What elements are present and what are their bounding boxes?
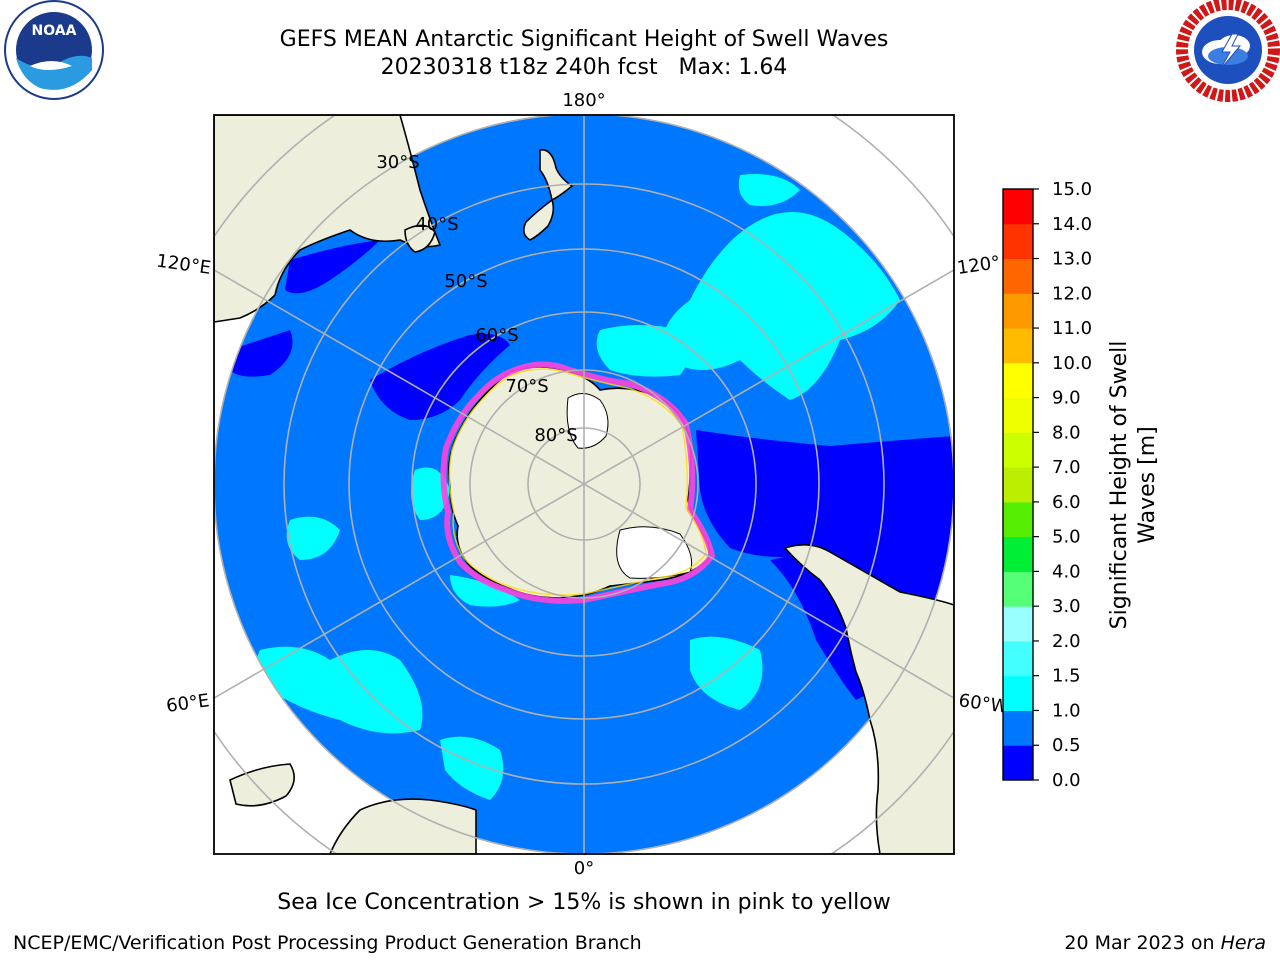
lat-label-70s: 70°S bbox=[505, 376, 548, 397]
colorbar-bin-9.0-10.0 bbox=[1003, 362, 1033, 399]
swell-band-low-australia bbox=[230, 330, 293, 377]
colorbar-tick-label: 14.0 bbox=[1052, 214, 1092, 235]
swell-patch-weddell bbox=[450, 575, 520, 607]
colorbar-bin-3.0-4.0 bbox=[1003, 571, 1033, 607]
colorbar-label-line-2: Waves [m] bbox=[1135, 426, 1160, 543]
colorbar-tick-label: 4.0 bbox=[1052, 561, 1081, 582]
swell-band-low-south-america bbox=[770, 556, 876, 700]
colorbar-bin-6.0-7.0 bbox=[1003, 467, 1033, 503]
colorbar-tick-label: 5.0 bbox=[1052, 527, 1081, 548]
lon-label-lower-right: 60°W bbox=[957, 690, 1009, 718]
swell-patch-pacific-north bbox=[738, 174, 800, 206]
colorbar-bin-11.0-12.0 bbox=[1003, 293, 1033, 329]
host-name: Hera bbox=[1220, 932, 1266, 954]
colorbar-tick-label: 13.0 bbox=[1052, 249, 1092, 270]
sea-ice-note: Sea Ice Concentration > 15% is shown in … bbox=[277, 890, 891, 915]
colorbar-tick-label: 11.0 bbox=[1052, 318, 1092, 339]
colorbar-bin-10.0-11.0 bbox=[1003, 328, 1033, 364]
colorbar-label-line-1: Significant Height of Swell bbox=[1107, 341, 1132, 630]
map-title: GEFS MEAN Antarctic Significant Height o… bbox=[184, 26, 984, 82]
colorbar-bin-7.0-8.0 bbox=[1003, 432, 1033, 468]
colorbar-tick-label: 0.5 bbox=[1052, 735, 1081, 756]
colorbar-tick-label: 2.0 bbox=[1052, 631, 1081, 652]
land-new-zealand-south bbox=[522, 198, 555, 241]
swell-patch-pacific bbox=[663, 212, 900, 400]
colorbar-tick-label: 12.0 bbox=[1052, 283, 1092, 304]
colorbar-bin-1.5-2.0 bbox=[1003, 640, 1033, 677]
colorbar-tick-label: 6.0 bbox=[1052, 492, 1081, 513]
land-africa bbox=[329, 798, 477, 854]
colorbar-bin-0.0-0.5 bbox=[1003, 745, 1033, 781]
colorbar-bin-0.5-1.0 bbox=[1003, 710, 1033, 746]
map-frame bbox=[213, 114, 955, 855]
lat-label-60s: 60°S bbox=[475, 325, 518, 346]
lat-label-30s: 30°S bbox=[376, 152, 419, 173]
colorbar-tick-label: 8.0 bbox=[1052, 422, 1081, 443]
colorbar-bin-8.0-9.0 bbox=[1003, 397, 1033, 433]
colorbar-tick-label: 1.5 bbox=[1052, 666, 1081, 687]
colorbar-bin-4.0-5.0 bbox=[1003, 536, 1033, 572]
colorbar-tick-label: 1.0 bbox=[1052, 700, 1081, 721]
title-line-2: 20230318 t18z 240h fcst Max: 1.64 bbox=[380, 55, 788, 80]
colorbar-tick-label: 0.0 bbox=[1052, 770, 1081, 791]
lon-label-upper-right: 120° bbox=[956, 252, 1002, 279]
colorbar-tick-label: 7.0 bbox=[1052, 457, 1081, 478]
lon-label-bottom: 0° bbox=[574, 858, 594, 879]
swell-patch-ross bbox=[596, 325, 690, 377]
colorbar-tick-label: 3.0 bbox=[1052, 596, 1081, 617]
swell-patch-south-atlantic bbox=[440, 736, 504, 800]
lon-label-lower-left: 60°E bbox=[165, 690, 211, 717]
lat-label-80s: 80°S bbox=[534, 425, 577, 446]
swell-patch-atlantic bbox=[256, 646, 423, 734]
graticule bbox=[214, 115, 954, 854]
ice-shelf-ronne bbox=[616, 526, 693, 579]
colorbar-axis-label: Significant Height of Swell Waves [m] bbox=[1107, 341, 1160, 630]
colorbar-bin-1.0-1.5 bbox=[1003, 675, 1033, 711]
colorbar-ticks: 15.0 14.0 13.0 12.0 11.0 10.0 9.0 8.0 7.0 6.0 5.0 4… bbox=[1033, 179, 1092, 791]
swell-band-low-indian bbox=[370, 333, 510, 420]
date-stamp: 20 Mar 2023 on Hera bbox=[1064, 932, 1266, 954]
noaa-logo-text: NOAA bbox=[32, 23, 77, 39]
lon-label-upper-left: 120°E bbox=[155, 251, 212, 279]
colorbar-bin-2.0-3.0 bbox=[1003, 606, 1033, 642]
swell-band-low-east bbox=[696, 430, 954, 605]
meridian-60e-120w bbox=[214, 269, 954, 699]
land-tasmania bbox=[404, 224, 436, 253]
swell-patch-east-antarctica bbox=[411, 467, 450, 520]
colorbar-bin-12.0-13.0 bbox=[1003, 258, 1033, 294]
lon-label-top: 180° bbox=[562, 90, 605, 111]
credit-text: NCEP/EMC/Verification Post Processing Pr… bbox=[13, 932, 642, 954]
ice-shelf-ross bbox=[566, 393, 609, 449]
colorbar-bin-13.0-14.0 bbox=[1003, 223, 1033, 260]
nws-logo-icon bbox=[1176, 0, 1280, 102]
lat-label-50s: 50°S bbox=[444, 271, 487, 292]
colorbar-bin-14.0-15.0 bbox=[1003, 189, 1033, 225]
lat-label-40s: 40°S bbox=[415, 214, 458, 235]
colorbar-tick-label: 10.0 bbox=[1052, 353, 1092, 374]
colorbar-tick-label: 9.0 bbox=[1052, 388, 1081, 409]
colorbar-bin-5.0-6.0 bbox=[1003, 501, 1033, 538]
title-line-1: GEFS MEAN Antarctic Significant Height o… bbox=[279, 27, 889, 52]
swell-band-low-tasman bbox=[285, 240, 380, 294]
sea-ice-edge-yellow bbox=[448, 368, 707, 596]
noaa-logo-icon: NOAA bbox=[4, 0, 104, 100]
date-text: 20 Mar 2023 on bbox=[1064, 932, 1221, 954]
colorbar-frame bbox=[1002, 188, 1034, 781]
colorbar bbox=[1003, 189, 1033, 781]
colorbar-tick-label: 15.0 bbox=[1052, 179, 1092, 200]
swell-patch-indian bbox=[286, 516, 340, 560]
